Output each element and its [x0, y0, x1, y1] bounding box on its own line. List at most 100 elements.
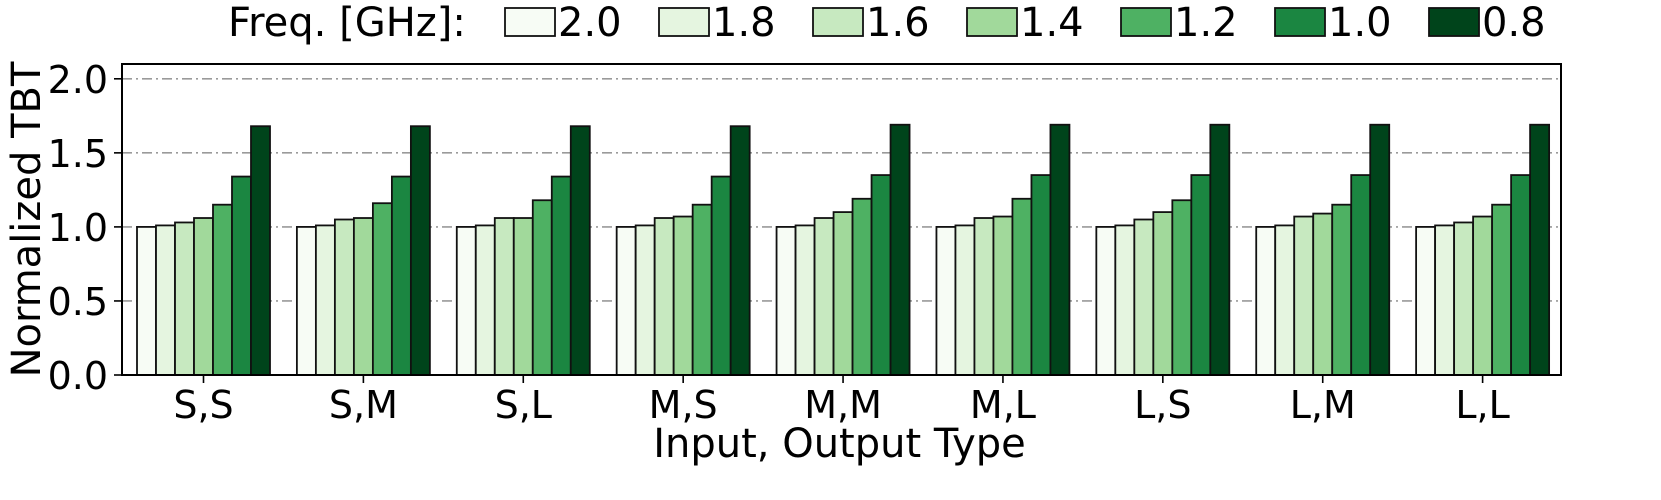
legend-swatch-1.0 — [1274, 7, 1326, 37]
bar-L-L-0.8 — [1529, 123, 1551, 376]
bar-M-L-1.6 — [973, 217, 995, 376]
bar-M-M-2.0 — [775, 226, 797, 376]
bar-L-M-0.8 — [1369, 123, 1391, 376]
bar-S-M-1.8 — [314, 224, 336, 376]
legend-swatch-2.0 — [504, 7, 556, 37]
y-tick-label: 1.5 — [48, 132, 108, 176]
bar-M-M-1.0 — [870, 174, 892, 376]
axes: 0.0 0.5 1.0 1.5 2.0 S,S S,M S,L M,S M,M M,L L,S L,M L… — [48, 58, 1562, 427]
legend-title: Freq. [GHz]: — [228, 0, 466, 46]
bar-M-M-1.4 — [832, 211, 854, 376]
x-tick-label: M,L — [970, 383, 1036, 427]
bar-S-S-1.2 — [212, 203, 233, 376]
y-tick-label: 1.0 — [48, 206, 108, 250]
bar-L-S-1.4 — [1152, 211, 1174, 376]
bars — [136, 123, 1551, 376]
bar-M-M-0.8 — [889, 123, 911, 376]
bar-S-M-1.0 — [390, 175, 412, 376]
legend-swatch-1.8 — [658, 7, 710, 37]
legend-label-0.8: 0.8 — [1482, 0, 1546, 46]
x-tick-label: S,M — [329, 383, 398, 427]
x-axis-label: Input, Output Type — [653, 421, 1026, 467]
bar-S-S-1.6 — [174, 221, 195, 376]
legend-swatch-0.8 — [1428, 7, 1480, 37]
bar-S-S-1.8 — [155, 224, 176, 376]
legend-swatch-1.2 — [1120, 7, 1172, 37]
bar-L-S-0.8 — [1209, 123, 1231, 376]
legend-label-1.8: 1.8 — [712, 0, 776, 46]
bar-S-M-1.4 — [352, 217, 374, 376]
x-tick-label: S,L — [495, 383, 552, 427]
bar-L-L-1.4 — [1472, 215, 1494, 376]
bar-M-S-1.2 — [691, 203, 713, 376]
bar-M-L-1.4 — [992, 215, 1014, 376]
bar-S-L-0.8 — [569, 125, 591, 376]
bar-M-S-1.8 — [634, 224, 656, 376]
bar-L-M-1.0 — [1350, 174, 1372, 376]
bar-L-L-1.6 — [1453, 221, 1475, 376]
bar-S-S-2.0 — [136, 226, 157, 376]
bar-M-M-1.8 — [794, 224, 816, 376]
legend-swatch-1.6 — [812, 7, 864, 37]
legend-label-1.6: 1.6 — [866, 0, 930, 46]
legend-label-1.0: 1.0 — [1328, 0, 1392, 46]
bar-M-L-1.0 — [1030, 174, 1052, 376]
bar-M-S-1.6 — [653, 217, 675, 376]
bar-L-S-1.6 — [1133, 218, 1155, 376]
bar-L-M-1.4 — [1312, 212, 1334, 376]
bar-S-L-2.0 — [455, 226, 477, 376]
y-tick-label: 0.5 — [48, 280, 108, 324]
bar-S-L-1.8 — [474, 224, 496, 376]
x-tick-label: M,M — [804, 383, 882, 427]
bar-M-L-0.8 — [1049, 123, 1071, 376]
bar-M-S-0.8 — [729, 125, 751, 376]
x-tick-label: M,S — [649, 383, 718, 427]
legend-label-1.2: 1.2 — [1174, 0, 1238, 46]
bar-L-M-1.8 — [1274, 224, 1296, 376]
y-tick-label: 2.0 — [48, 58, 108, 102]
legend-label-2.0: 2.0 — [558, 0, 622, 46]
y-axis-label: Normalized TBT — [4, 61, 50, 377]
bar-S-L-1.4 — [512, 217, 534, 376]
bar-L-S-1.2 — [1171, 199, 1193, 376]
y-tick-label: 0.0 — [48, 354, 108, 398]
bar-S-L-1.6 — [493, 217, 515, 376]
bar-M-L-2.0 — [935, 226, 957, 376]
bar-L-S-1.8 — [1114, 224, 1136, 376]
bar-S-L-1.0 — [550, 175, 572, 376]
bar-M-S-2.0 — [615, 226, 637, 376]
bar-L-S-2.0 — [1095, 226, 1117, 376]
legend-label-1.4: 1.4 — [1020, 0, 1084, 46]
x-tick-label: L,M — [1290, 383, 1356, 427]
bar-M-L-1.2 — [1011, 197, 1033, 376]
bar-L-L-1.8 — [1434, 224, 1456, 376]
bar-L-M-2.0 — [1255, 226, 1277, 376]
bar-S-M-0.8 — [409, 125, 431, 376]
bar-S-S-0.8 — [250, 125, 271, 376]
bar-L-L-2.0 — [1415, 226, 1437, 376]
bar-S-L-1.2 — [531, 199, 553, 376]
bar-L-M-1.2 — [1331, 203, 1353, 376]
bar-M-S-1.4 — [672, 215, 694, 376]
bar-L-M-1.6 — [1293, 215, 1315, 376]
bar-M-M-1.2 — [851, 197, 873, 376]
x-tick-label: L,S — [1134, 383, 1191, 427]
bar-M-S-1.0 — [710, 175, 732, 376]
bar-L-S-1.0 — [1190, 174, 1212, 376]
x-tick-label: L,L — [1455, 383, 1509, 427]
x-tick-label: S,S — [173, 383, 233, 427]
bar-S-S-1.0 — [231, 175, 252, 376]
legend: Freq. [GHz]: 2.0 1.8 1.6 1.4 1.2 1.0 0.8 — [228, 0, 1546, 46]
bar-L-L-1.0 — [1510, 174, 1532, 376]
bar-M-L-1.8 — [954, 224, 976, 376]
legend-swatch-1.4 — [966, 7, 1018, 37]
bar-S-S-1.4 — [193, 217, 214, 376]
bar-S-M-2.0 — [295, 226, 317, 376]
bar-S-M-1.2 — [371, 202, 393, 376]
bar-M-M-1.6 — [813, 217, 835, 376]
bar-L-L-1.2 — [1491, 203, 1513, 376]
plot-frame — [121, 63, 1562, 376]
bar-S-M-1.6 — [333, 218, 355, 376]
